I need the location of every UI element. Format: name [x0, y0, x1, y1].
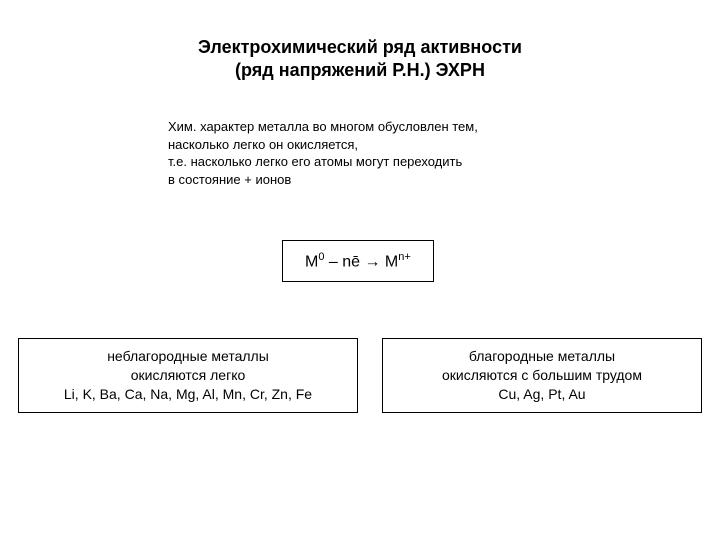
para-line-4: в состояние + ионов — [168, 172, 291, 187]
left-line-2: окисляются легко — [131, 367, 246, 383]
eq-supn: n+ — [398, 251, 411, 263]
body-paragraph: Хим. характер металла во многом обусловл… — [168, 118, 648, 188]
right-line-1: благородные металлы — [469, 348, 615, 364]
left-line-1: неблагородные металлы — [107, 348, 269, 364]
metals-row: неблагородные металлы окисляются легко L… — [18, 338, 702, 413]
equation-box: M0 – nē → Mn+ — [282, 240, 434, 282]
para-line-2: насколько легко он окисляется, — [168, 137, 358, 152]
noble-metals-box: благородные металлы окисляются с большим… — [382, 338, 702, 413]
title-line-2: (ряд напряжений Р.Н.) ЭХРН — [235, 60, 485, 80]
non-noble-metals-box: неблагородные металлы окисляются легко L… — [18, 338, 358, 413]
eq-M: M — [305, 253, 318, 270]
title-line-1: Электрохимический ряд активности — [198, 37, 522, 57]
slide-title: Электрохимический ряд активности (ряд на… — [0, 36, 720, 83]
para-line-1: Хим. характер металла во многом обусловл… — [168, 119, 478, 134]
right-line-3: Cu, Ag, Pt, Au — [498, 386, 585, 402]
left-line-3: Li, K, Ba, Ca, Na, Mg, Al, Mn, Cr, Zn, F… — [64, 386, 312, 402]
right-line-2: окисляются с большим трудом — [442, 367, 642, 383]
para-line-3: т.е. насколько легко его атомы могут пер… — [168, 154, 462, 169]
eq-mid: – nē → M — [324, 253, 398, 270]
